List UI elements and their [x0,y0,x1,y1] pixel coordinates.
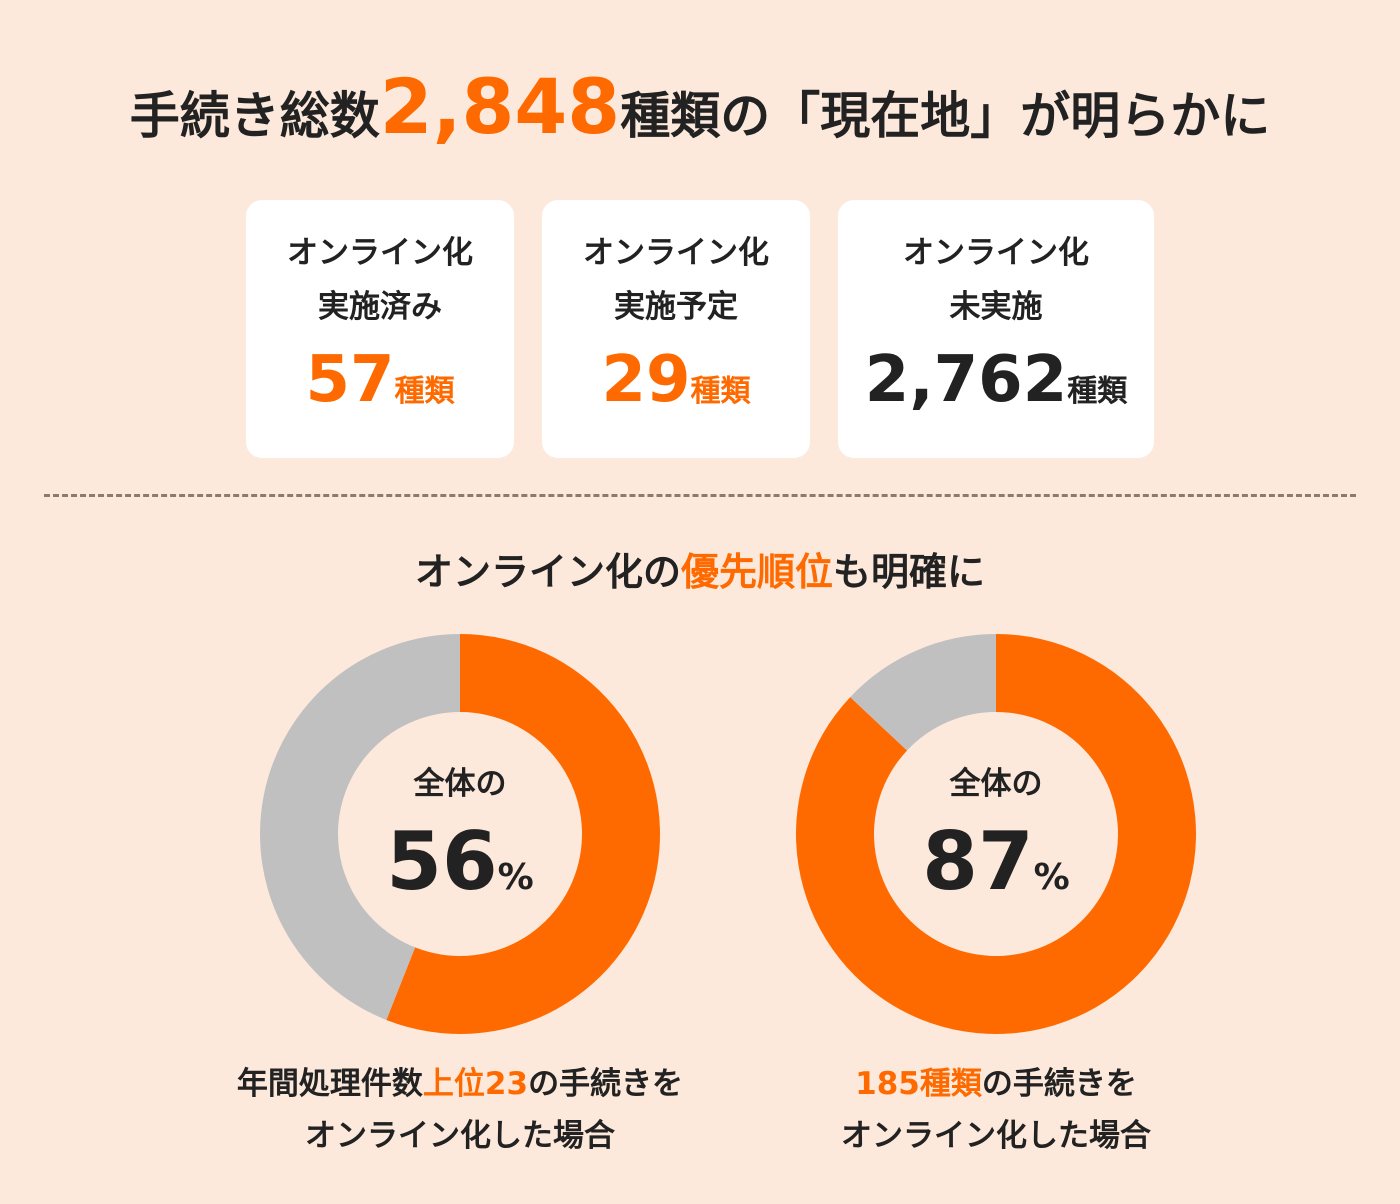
card-value: 2,762 [864,343,1068,417]
card-value: 29 [601,343,691,417]
caption-suffix: の手続きを [981,1066,1137,1102]
donut-center-value: 56% [260,814,660,926]
donut-svg [796,634,1196,1034]
donut-slice-remainder [260,634,460,1020]
card-value: 57 [305,343,395,417]
caption-prefix: 年間処理件数 [236,1066,423,1102]
caption-line2: オンライン化した場合 [305,1118,615,1154]
caption-line2: オンライン化した場合 [841,1118,1151,1154]
dashed-divider [44,494,1356,497]
donut-slice-online [796,634,1196,1034]
stat-card-planned: オンライン化 実施予定 29種類 [542,200,810,458]
donut-percent-unit: % [497,857,534,898]
donut-slice-online [386,634,660,1034]
subheadline-highlight: 優先順位 [680,550,833,594]
card-unit: 種類 [690,374,751,409]
donut-svg [260,634,660,1034]
donut-caption-185: 185種類の手続きを オンライン化した場合 [716,1058,1276,1162]
donut-center-value: 87% [796,814,1196,926]
donut-center-label: 全体の [949,766,1043,802]
caption-suffix: の手続きを [528,1066,684,1102]
card-label-line1: オンライン化 [903,235,1089,271]
donut-slice-remainder [850,634,996,751]
card-unit: 種類 [1067,374,1128,409]
section-subheadline: オンライン化の優先順位も明確に [0,540,1400,604]
subheadline-prefix: オンライン化の [414,550,681,594]
card-label-line2: 実施予定 [614,289,738,325]
card-label-line2: 未実施 [949,289,1043,325]
caption-highlight: 185種類 [855,1066,982,1102]
caption-highlight: 上位23 [422,1066,529,1102]
headline-suffix: 種類の「現在地」が明らかに [620,87,1271,145]
headline-prefix: 手続き総数 [129,87,380,145]
donut-percent-number: 56 [386,815,498,908]
headline-total-number: 2,848 [379,62,621,151]
donut-chart-185: 全体の 87% [796,634,1196,1034]
card-label-line1: オンライン化 [583,235,769,271]
stat-card-implemented: オンライン化 実施済み 57種類 [246,200,514,458]
stat-card-not-implemented: オンライン化 未実施 2,762種類 [838,200,1154,458]
donut-percent-unit: % [1033,857,1070,898]
card-label-line1: オンライン化 [287,235,473,271]
card-unit: 種類 [394,374,455,409]
donut-percent-number: 87 [922,815,1034,908]
page-headline: 手続き総数2,848種類の「現在地」が明らかに [0,62,1400,161]
card-label-line2: 実施済み [318,289,442,325]
donut-center-label: 全体の [413,766,507,802]
donut-chart-top23: 全体の 56% [260,634,660,1034]
subheadline-suffix: も明確に [833,550,986,594]
donut-caption-top23: 年間処理件数上位23の手続きを オンライン化した場合 [180,1058,740,1162]
